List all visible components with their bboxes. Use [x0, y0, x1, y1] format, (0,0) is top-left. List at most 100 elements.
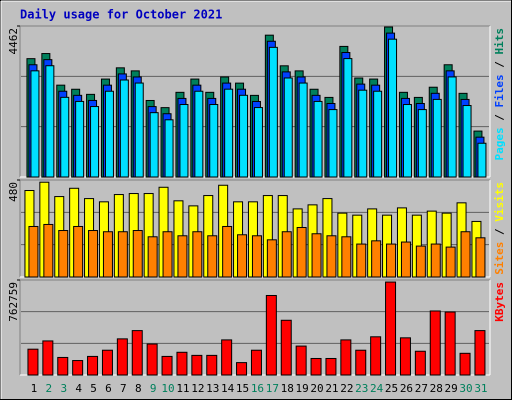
chart-title: Daily usage for October 2021 — [20, 8, 222, 22]
bar — [313, 100, 323, 178]
y-tick-label: 762759 — [7, 282, 20, 322]
x-tick-label: 23 — [355, 382, 368, 395]
bar — [358, 89, 368, 178]
bar — [251, 235, 262, 278]
bar — [445, 246, 456, 278]
bar — [370, 336, 382, 376]
bar — [117, 231, 128, 278]
x-tick-label: 11 — [176, 382, 189, 395]
bar — [57, 356, 69, 376]
bar — [430, 243, 441, 278]
legend: Sites / Visits — [493, 182, 506, 275]
x-tick-label: 8 — [135, 382, 142, 395]
bar — [298, 82, 308, 178]
bar — [417, 109, 427, 178]
bar — [58, 230, 69, 278]
bar — [191, 354, 203, 376]
bar — [162, 231, 173, 278]
x-tick-label: 29 — [445, 382, 458, 395]
bar — [101, 349, 113, 376]
bar — [477, 142, 487, 178]
x-tick-label: 20 — [310, 382, 323, 395]
bar — [177, 235, 188, 278]
bar — [131, 330, 143, 376]
bar — [90, 106, 100, 178]
bar — [179, 104, 189, 178]
bar — [400, 241, 411, 278]
legend: Pages / Files / Hits — [493, 28, 506, 161]
bar — [207, 235, 218, 278]
bar — [42, 340, 54, 376]
bar — [75, 100, 85, 178]
bar — [325, 357, 337, 376]
bar — [30, 70, 40, 178]
bar — [239, 94, 249, 178]
bar — [414, 350, 426, 376]
bar — [371, 240, 382, 278]
bar — [253, 107, 263, 178]
x-tick-label: 30 — [459, 382, 472, 395]
bar — [146, 343, 158, 376]
bar — [281, 231, 292, 278]
bar — [250, 349, 262, 376]
legend-entry: Hits — [493, 28, 506, 55]
bar — [192, 231, 203, 278]
bar — [102, 231, 113, 278]
bar — [326, 235, 337, 278]
bar — [116, 338, 128, 376]
x-tick-label: 1 — [31, 382, 38, 395]
legend-entry: Sites — [493, 242, 506, 275]
bar — [265, 294, 277, 376]
bar — [310, 357, 322, 376]
x-tick-label: 4 — [75, 382, 82, 395]
x-tick-label: 6 — [105, 382, 112, 395]
bar — [176, 351, 188, 376]
bar — [132, 230, 143, 278]
bar — [149, 112, 159, 178]
bar — [221, 339, 233, 376]
bar — [194, 90, 204, 178]
x-tick-label: 28 — [430, 382, 443, 395]
bar — [268, 46, 278, 178]
bar — [355, 349, 367, 376]
bar — [134, 82, 144, 178]
x-tick-label: 13 — [206, 382, 219, 395]
legend-entry: KBytes — [493, 282, 506, 322]
bar — [295, 345, 307, 376]
bar — [429, 310, 441, 376]
x-tick-label: 16 — [251, 382, 264, 395]
x-tick-label: 14 — [221, 382, 235, 395]
bar — [356, 243, 367, 278]
legend-entry: Files — [493, 74, 506, 107]
legend-entry: Pages — [493, 127, 506, 160]
legend-separator: / — [493, 222, 506, 242]
x-tick-label: 24 — [370, 382, 384, 395]
bar — [462, 105, 472, 178]
x-tick-label: 9 — [150, 382, 157, 395]
x-tick-label: 10 — [161, 382, 174, 395]
x-tick-label: 7 — [120, 382, 127, 395]
bar — [343, 58, 353, 178]
bar — [119, 79, 129, 178]
bar — [88, 230, 99, 278]
bar — [206, 354, 218, 376]
x-tick-label: 12 — [191, 382, 204, 395]
bar — [475, 237, 486, 278]
x-tick-label: 17 — [266, 382, 279, 395]
bar — [45, 65, 55, 178]
x-tick-label: 15 — [236, 382, 249, 395]
bar — [266, 239, 277, 278]
x-tick-label: 27 — [415, 382, 428, 395]
bar — [209, 104, 219, 178]
bar — [388, 38, 398, 178]
x-tick-label: 5 — [90, 382, 97, 395]
bar — [237, 234, 248, 278]
bar — [447, 76, 457, 178]
bar — [373, 90, 383, 178]
x-tick-label: 26 — [400, 382, 413, 395]
bar — [43, 223, 54, 278]
bar — [87, 355, 99, 376]
x-tick-label: 31 — [474, 382, 487, 395]
bar — [296, 226, 307, 278]
bar — [460, 231, 471, 278]
